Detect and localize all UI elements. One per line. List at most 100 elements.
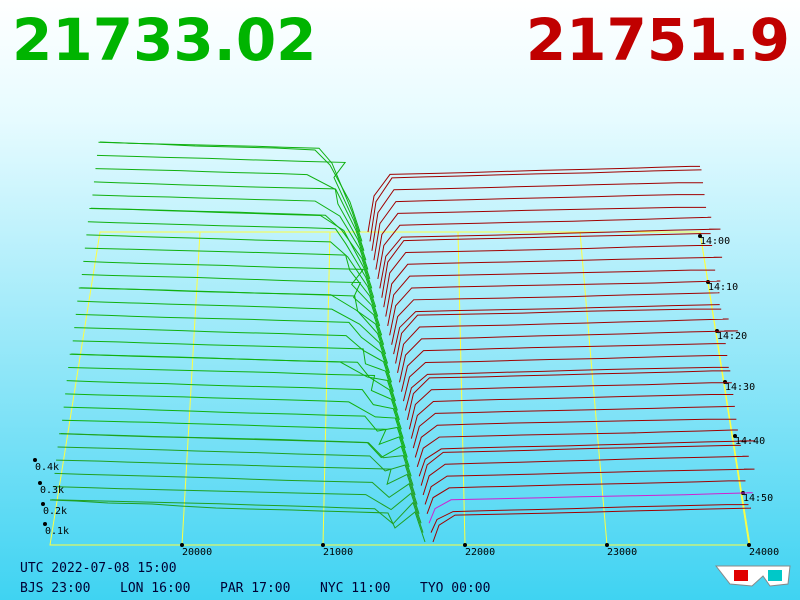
ask-depth-line	[397, 318, 729, 374]
price-tick-label: 20000	[182, 547, 212, 558]
bid-depth-line	[62, 419, 410, 468]
tick-dot	[463, 543, 467, 547]
bid-depth-line	[93, 181, 369, 270]
bid-depth-line	[66, 380, 404, 439]
price-tick-label: 24000	[749, 547, 779, 558]
bid-depth-line	[68, 366, 402, 430]
tick-dot	[605, 543, 609, 547]
ask-depth-line	[428, 492, 753, 524]
ask-depth-line	[369, 169, 702, 242]
ask-depth-line	[373, 194, 705, 261]
bid-depth-line	[69, 353, 400, 421]
tick-dot	[43, 522, 47, 526]
ask-depth-line	[414, 418, 737, 458]
bid-depth-line	[96, 154, 365, 251]
ask-depth-line	[387, 269, 716, 327]
bid-depth-line	[92, 194, 371, 280]
tick-dot	[38, 481, 42, 485]
ask-depth-line	[430, 504, 749, 533]
price-tick-label: 23000	[607, 547, 637, 558]
bid-depth-line	[89, 207, 375, 298]
tick-dot	[747, 543, 751, 547]
bid-depth-line	[78, 287, 389, 364]
zone-time: BJS 23:00	[20, 581, 90, 596]
ask-price: 21751.9	[526, 6, 790, 74]
ask-depth-line	[426, 480, 746, 514]
ask-depth-line	[383, 244, 713, 308]
ask-depth-line	[375, 206, 707, 270]
bid-depth-line	[56, 459, 418, 505]
bid-depth-line	[74, 327, 394, 392]
zone-time: NYC 11:00	[320, 581, 390, 596]
labels: 20000 21000 22000 23000 24000 14:00 14:10 14:20…	[20, 236, 779, 596]
bid-depth-line	[81, 274, 385, 345]
glasses-icon	[714, 565, 791, 587]
ask-depth-line	[404, 366, 729, 411]
ask-depth-line	[432, 507, 752, 543]
time-tick-label: 14:50	[743, 493, 773, 504]
time-tick-label: 14:40	[735, 436, 765, 447]
tick-dot	[41, 502, 45, 506]
ask-depth-line	[406, 370, 731, 420]
bid-depth-line	[53, 486, 422, 524]
ask-depth-line	[402, 355, 728, 402]
ask-depth-line	[371, 182, 704, 251]
depth-lines	[49, 141, 756, 543]
bid-depth-line	[77, 300, 391, 374]
bid-depth-line	[63, 406, 408, 458]
ask-depth-line	[424, 468, 755, 505]
ask-depth-line	[391, 292, 720, 345]
ask-depth-line	[422, 455, 749, 496]
ask-depth-line	[393, 304, 720, 355]
volume-tick-label: 0.4k	[35, 462, 59, 473]
volume-tick-label: 0.3k	[40, 485, 64, 496]
ask-depth-line	[408, 382, 732, 430]
tick-dot	[733, 434, 737, 438]
zone-time: PAR 17:00	[220, 581, 290, 596]
price-tick-label: 22000	[465, 547, 495, 558]
tick-dot	[321, 543, 325, 547]
ask-depth-line	[395, 308, 722, 364]
price-tick-label: 21000	[323, 547, 353, 558]
tick-dot	[180, 543, 184, 547]
price-grid-line	[181, 231, 201, 546]
tick-dot	[33, 458, 37, 462]
volume-tick-label: 0.1k	[45, 526, 69, 537]
bid-depth-line	[95, 168, 367, 261]
bid-depth-line	[57, 446, 416, 496]
utc-time: UTC 2022-07-08 15:00	[20, 561, 177, 576]
bid-depth-line	[54, 472, 420, 514]
ask-depth-line	[379, 228, 721, 289]
zone-time: TYO 00:00	[420, 581, 490, 596]
ask-depth-line	[400, 343, 726, 392]
bid-price: 21733.02	[12, 6, 317, 74]
bid-depth-line	[87, 221, 377, 308]
ask-depth-line	[412, 405, 735, 449]
bid-depth-line	[83, 260, 383, 336]
ask-depth-line	[410, 394, 734, 439]
bid-depth-line	[59, 433, 414, 486]
ask-depth-line	[416, 429, 738, 468]
volume-tick-label: 0.2k	[43, 506, 67, 517]
ask-depth-line	[420, 444, 741, 486]
bid-depth-line	[49, 499, 426, 543]
ask-depth-line	[418, 440, 756, 477]
ask-depth-line	[385, 256, 723, 317]
ask-depth-line	[377, 216, 712, 280]
zone-time: LON 16:00	[120, 581, 190, 596]
bid-depth-line	[86, 234, 379, 317]
time-tick-label: 14:10	[708, 282, 738, 293]
bid-depth-line	[72, 340, 396, 402]
ask-depth-line	[367, 165, 700, 233]
ask-depth-line	[389, 280, 721, 336]
time-tick-label: 14:20	[717, 331, 747, 342]
time-tick-label: 14:00	[700, 236, 730, 247]
ask-depth-line	[399, 330, 738, 383]
bid-depth-line	[65, 393, 406, 449]
ask-depth-line	[381, 233, 711, 298]
bid-depth-line	[98, 141, 363, 242]
time-tick-label: 14:30	[725, 382, 755, 393]
